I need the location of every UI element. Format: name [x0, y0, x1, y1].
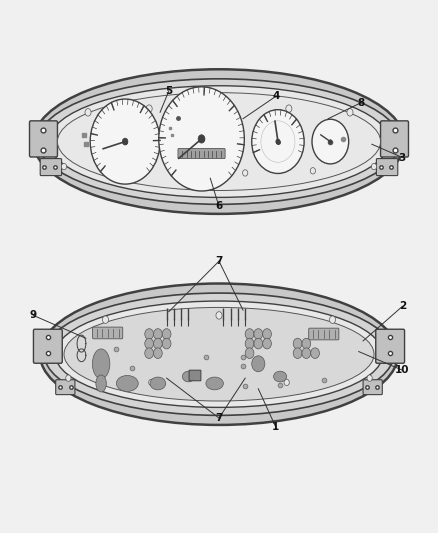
FancyBboxPatch shape	[33, 329, 62, 364]
FancyBboxPatch shape	[376, 159, 398, 175]
Circle shape	[284, 379, 289, 385]
Circle shape	[198, 135, 205, 143]
Circle shape	[245, 348, 254, 359]
Text: 7: 7	[215, 413, 223, 423]
Ellipse shape	[96, 375, 106, 392]
FancyBboxPatch shape	[376, 329, 405, 364]
Text: 5: 5	[165, 86, 173, 96]
Ellipse shape	[38, 79, 400, 204]
Circle shape	[243, 169, 248, 176]
Circle shape	[263, 338, 272, 349]
Text: 1: 1	[272, 422, 279, 432]
Ellipse shape	[40, 284, 398, 425]
Circle shape	[66, 375, 71, 381]
Circle shape	[329, 140, 332, 143]
FancyBboxPatch shape	[29, 121, 57, 157]
Circle shape	[145, 338, 153, 349]
Circle shape	[329, 316, 336, 324]
Ellipse shape	[33, 69, 405, 214]
Circle shape	[367, 375, 372, 381]
Circle shape	[371, 164, 377, 169]
Circle shape	[254, 338, 263, 349]
Circle shape	[347, 109, 353, 116]
Ellipse shape	[182, 371, 194, 382]
FancyBboxPatch shape	[309, 328, 339, 340]
Circle shape	[293, 338, 302, 349]
Text: 4: 4	[272, 91, 279, 101]
Circle shape	[122, 138, 128, 145]
Circle shape	[216, 104, 222, 112]
Ellipse shape	[55, 301, 383, 407]
Circle shape	[263, 329, 272, 340]
Text: 2: 2	[399, 301, 406, 311]
Circle shape	[276, 139, 280, 144]
Ellipse shape	[252, 356, 265, 372]
Circle shape	[302, 338, 311, 349]
Text: 8: 8	[357, 98, 364, 108]
FancyBboxPatch shape	[92, 327, 123, 339]
Circle shape	[311, 348, 319, 359]
Circle shape	[145, 348, 153, 359]
Circle shape	[312, 119, 349, 164]
FancyBboxPatch shape	[178, 149, 225, 159]
Ellipse shape	[57, 93, 381, 190]
Ellipse shape	[150, 377, 166, 390]
Text: 7: 7	[215, 256, 223, 266]
Circle shape	[252, 110, 304, 173]
Circle shape	[146, 105, 152, 112]
Circle shape	[216, 312, 222, 319]
Circle shape	[123, 167, 128, 174]
Circle shape	[153, 329, 162, 340]
Circle shape	[159, 87, 244, 191]
Circle shape	[61, 164, 67, 169]
Circle shape	[302, 348, 311, 359]
Text: 6: 6	[215, 201, 223, 212]
Circle shape	[310, 167, 315, 174]
Ellipse shape	[206, 377, 223, 390]
Circle shape	[293, 348, 302, 359]
Circle shape	[162, 329, 171, 340]
Ellipse shape	[274, 371, 287, 382]
Circle shape	[90, 99, 160, 184]
Text: 10: 10	[395, 365, 410, 375]
Circle shape	[85, 109, 91, 116]
FancyBboxPatch shape	[363, 379, 382, 394]
Circle shape	[162, 338, 171, 349]
Circle shape	[245, 338, 254, 349]
Circle shape	[153, 348, 162, 359]
Ellipse shape	[44, 293, 394, 415]
Circle shape	[190, 169, 195, 176]
Ellipse shape	[49, 86, 389, 197]
Circle shape	[145, 329, 153, 340]
Circle shape	[216, 381, 222, 387]
FancyBboxPatch shape	[56, 379, 75, 394]
FancyBboxPatch shape	[189, 370, 201, 381]
Ellipse shape	[117, 375, 138, 391]
Circle shape	[153, 338, 162, 349]
Circle shape	[149, 379, 154, 385]
Circle shape	[245, 329, 254, 340]
Circle shape	[286, 105, 292, 112]
Text: 3: 3	[399, 152, 406, 163]
FancyBboxPatch shape	[40, 159, 62, 175]
Ellipse shape	[92, 349, 110, 378]
Text: 9: 9	[30, 310, 37, 320]
Circle shape	[102, 316, 109, 324]
FancyBboxPatch shape	[381, 121, 409, 157]
Circle shape	[254, 329, 263, 340]
Ellipse shape	[64, 308, 374, 401]
